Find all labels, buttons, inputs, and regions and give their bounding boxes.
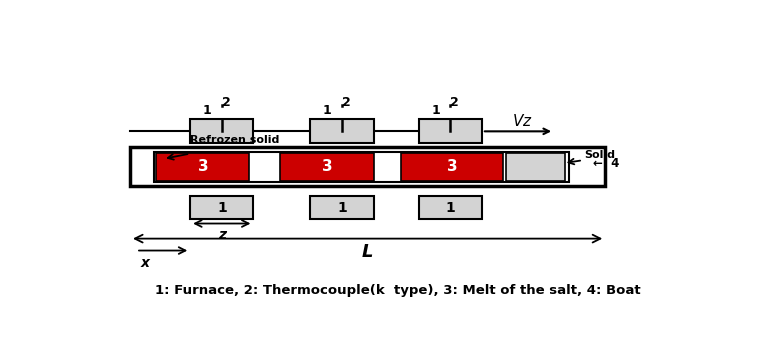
Text: L: L: [362, 243, 373, 261]
Text: 1: 1: [217, 201, 227, 215]
Bar: [310, 196, 373, 219]
Text: 1: 1: [203, 104, 211, 117]
Text: 2: 2: [222, 96, 230, 109]
Text: 1: 1: [431, 104, 440, 117]
Bar: [400, 152, 503, 181]
Text: x: x: [140, 256, 150, 270]
Text: 2: 2: [342, 96, 351, 109]
Text: 2: 2: [450, 96, 459, 109]
Text: Solid: Solid: [584, 150, 615, 160]
Bar: [419, 119, 482, 143]
Text: 1: 1: [323, 104, 331, 117]
Text: $Vz$: $Vz$: [512, 113, 532, 129]
Text: z: z: [218, 228, 226, 242]
Text: 1: 1: [445, 201, 456, 215]
Bar: [190, 119, 253, 143]
Bar: [506, 152, 565, 181]
Text: 3: 3: [322, 159, 333, 174]
Text: 3: 3: [198, 159, 208, 174]
Text: ←  4: ← 4: [593, 157, 619, 170]
Bar: [280, 152, 374, 181]
Bar: [154, 152, 569, 182]
Text: 3: 3: [446, 159, 457, 174]
Text: Refrozen solid: Refrozen solid: [190, 135, 279, 145]
Bar: [310, 119, 373, 143]
Bar: [156, 152, 249, 181]
Bar: [130, 147, 605, 186]
Bar: [419, 196, 482, 219]
Text: 1: 1: [338, 201, 347, 215]
Text: 1: Furnace, 2: Thermocouple(k  type), 3: Melt of the salt, 4: Boat: 1: Furnace, 2: Thermocouple(k type), 3: …: [155, 284, 640, 297]
Bar: [190, 196, 253, 219]
